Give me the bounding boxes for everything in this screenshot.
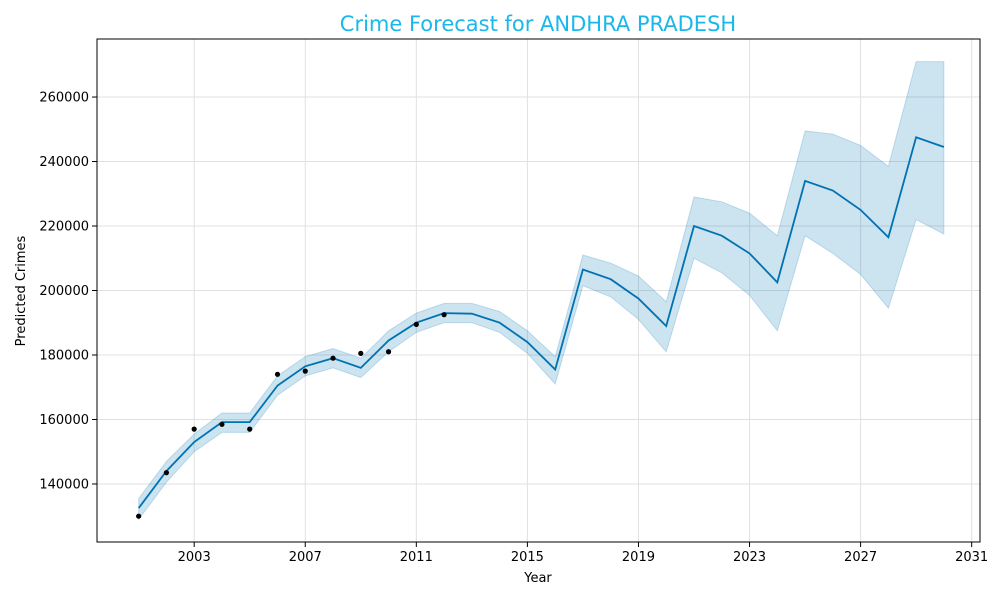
observed-point — [274, 371, 281, 377]
x-axis-ticks: 2003 2007 2011 2015 2019 2023 2027 2031 — [178, 542, 988, 565]
x-tick-label: 2007 — [289, 550, 322, 565]
x-axis-label: Year — [523, 571, 552, 586]
observed-points — [136, 312, 447, 519]
y-tick-label: 140000 — [39, 477, 89, 492]
y-tick-label: 200000 — [39, 284, 89, 299]
x-tick-label: 2003 — [178, 550, 211, 565]
forecast-line — [137, 136, 945, 509]
grid-lines — [97, 39, 980, 542]
y-tick-label: 180000 — [39, 348, 89, 363]
chart-title: Crime Forecast for ANDHRA PRADESH — [340, 12, 736, 36]
y-tick-label: 260000 — [39, 91, 89, 106]
observed-point — [330, 355, 336, 361]
observed-point — [413, 321, 419, 327]
observed-point — [163, 470, 170, 476]
observed-point — [247, 426, 253, 432]
x-tick-label: 2019 — [622, 550, 655, 565]
observed-point — [302, 368, 308, 374]
x-tick-label: 2027 — [844, 550, 877, 565]
y-tick-label: 160000 — [39, 413, 89, 428]
observed-point — [358, 350, 364, 356]
observed-point — [385, 349, 392, 355]
observed-point — [136, 513, 142, 519]
y-tick-label: 220000 — [39, 220, 89, 235]
y-tick-label: 240000 — [39, 155, 89, 170]
x-tick-label: 2015 — [511, 550, 544, 565]
y-axis-ticks: 140000 160000 180000 200000 220000 240000 2600… — [39, 91, 97, 492]
x-tick-label: 2011 — [400, 550, 433, 565]
observed-point — [219, 421, 225, 427]
observed-point — [191, 426, 197, 432]
x-tick-label: 2031 — [955, 550, 988, 565]
x-tick-label: 2023 — [733, 550, 766, 565]
y-axis-label: Predicted Crimes — [14, 235, 29, 346]
observed-point — [441, 312, 447, 318]
